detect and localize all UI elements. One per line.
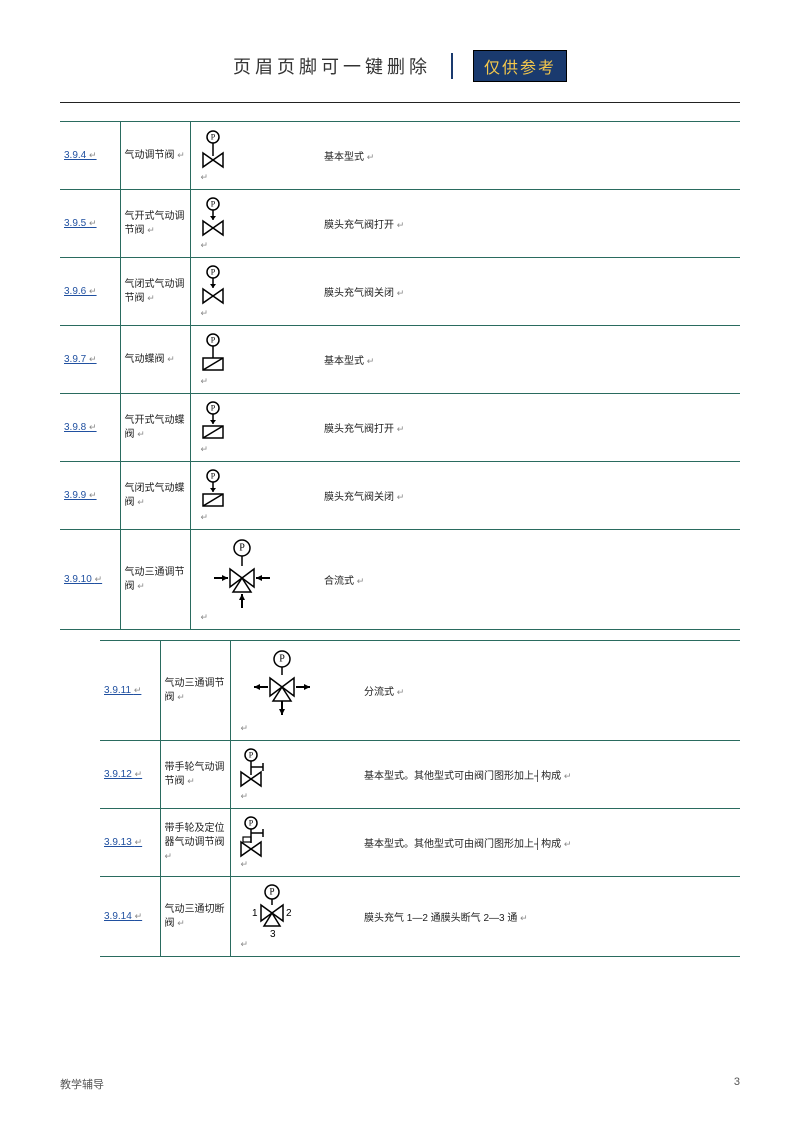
row-desc: 膜头充气阀打开 ↵ <box>320 394 740 462</box>
row-id: 3.9.9 ↵ <box>60 462 120 530</box>
valve-symbol-icon: P <box>197 128 247 172</box>
svg-text:P: P <box>210 268 215 277</box>
valve-table-2: 3.9.11 ↵ 气动三通调节阀 ↵ P ↵ 分流式 ↵ 3.9.12 ↵ 带手… <box>100 640 740 957</box>
table-row: 3.9.4 ↵ 气动调节阀 ↵ P↵ 基本型式 ↵ <box>60 122 740 190</box>
row-symbol: P ↵ <box>190 326 320 394</box>
row-name: 带手轮气动调节阀 ↵ <box>160 741 230 809</box>
valve-symbol-icon: P <box>197 400 247 444</box>
row-symbol: P↵ <box>190 122 320 190</box>
table-row: 3.9.13 ↵ 带手轮及定位器气动调节阀 ↵ P↵ 基本型式。其他型式可由阀门… <box>100 809 740 877</box>
svg-text:P: P <box>210 336 215 345</box>
valve-symbol-icon: P <box>197 468 247 512</box>
row-name: 气闭式气动蝶阀 ↵ <box>120 462 190 530</box>
table-row: 3.9.6 ↵ 气闭式气动调节阀 ↵ P ↵ 膜头充气阀关闭 ↵ <box>60 258 740 326</box>
row-symbol: P↵ <box>230 741 360 809</box>
header-rule <box>60 102 740 103</box>
row-symbol: P ↵ <box>190 530 320 630</box>
row-desc: 膜头充气 1—2 通膜头断气 2—3 通 ↵ <box>360 877 740 957</box>
page-header: 页眉页脚可一键删除 仅供参考 <box>60 50 740 88</box>
svg-text:P: P <box>210 472 215 481</box>
row-symbol: P ↵ <box>190 258 320 326</box>
row-desc: 膜头充气阀关闭 ↵ <box>320 462 740 530</box>
header-divider <box>451 53 453 79</box>
valve-symbol-icon: P 1 23 <box>237 883 307 939</box>
svg-text:3: 3 <box>270 929 276 939</box>
valve-symbol-icon: P <box>197 196 247 240</box>
row-id: 3.9.12 ↵ <box>100 741 160 809</box>
valve-symbol-icon: P <box>197 264 247 308</box>
row-name: 气开式气动蝶阀 ↵ <box>120 394 190 462</box>
valve-symbol-icon: P <box>237 747 287 791</box>
row-name: 气动调节阀 ↵ <box>120 122 190 190</box>
row-desc: 基本型式 ↵ <box>320 122 740 190</box>
row-name: 气开式气动调节阀 ↵ <box>120 190 190 258</box>
svg-text:P: P <box>210 404 215 413</box>
row-desc: 基本型式。其他型式可由阀门图形加上┤构成 ↵ <box>360 809 740 877</box>
row-symbol: P ↵ <box>230 641 360 741</box>
svg-text:P: P <box>279 654 285 665</box>
row-symbol: P123↵ <box>230 877 360 957</box>
svg-text:2: 2 <box>286 908 292 919</box>
row-id: 3.9.13 ↵ <box>100 809 160 877</box>
table-row: 3.9.11 ↵ 气动三通调节阀 ↵ P ↵ 分流式 ↵ <box>100 641 740 741</box>
svg-text:P: P <box>239 543 245 554</box>
row-desc: 基本型式 ↵ <box>320 326 740 394</box>
row-id: 3.9.7 ↵ <box>60 326 120 394</box>
row-symbol: P↵ <box>230 809 360 877</box>
row-name: 气动三通调节阀 ↵ <box>120 530 190 630</box>
valve-symbol-icon: P <box>237 815 287 859</box>
svg-text:P: P <box>210 133 215 142</box>
row-id: 3.9.4 ↵ <box>60 122 120 190</box>
svg-text:P: P <box>248 751 253 760</box>
footer-page: 3 <box>734 1076 740 1092</box>
row-id: 3.9.6 ↵ <box>60 258 120 326</box>
row-id: 3.9.14 ↵ <box>100 877 160 957</box>
row-desc: 合流式 ↵ <box>320 530 740 630</box>
table-row: 3.9.14 ↵ 气动三通切断阀 ↵ P123↵ 膜头充气 1—2 通膜头断气 … <box>100 877 740 957</box>
footer-left: 教学辅导 <box>60 1076 104 1092</box>
row-symbol: P ↵ <box>190 462 320 530</box>
row-desc: 分流式 ↵ <box>360 641 740 741</box>
row-name: 气动三通调节阀 ↵ <box>160 641 230 741</box>
page-footer: 教学辅导 3 <box>60 1076 740 1092</box>
row-name: 气闭式气动调节阀 ↵ <box>120 258 190 326</box>
row-id: 3.9.5 ↵ <box>60 190 120 258</box>
row-desc: 膜头充气阀打开 ↵ <box>320 190 740 258</box>
row-name: 气动三通切断阀 ↵ <box>160 877 230 957</box>
row-symbol: P ↵ <box>190 190 320 258</box>
valve-symbol-icon: P <box>197 536 287 612</box>
header-badge: 仅供参考 <box>473 50 567 82</box>
table-row: 3.9.12 ↵ 带手轮气动调节阀 ↵ P↵ 基本型式。其他型式可由阀门图形加上… <box>100 741 740 809</box>
svg-text:1: 1 <box>252 908 258 919</box>
valve-table-1: 3.9.4 ↵ 气动调节阀 ↵ P↵ 基本型式 ↵ 3.9.5 ↵ 气开式气动调… <box>60 121 740 630</box>
row-name: 带手轮及定位器气动调节阀 ↵ <box>160 809 230 877</box>
header-title: 页眉页脚可一键删除 <box>233 53 431 79</box>
table-row: 3.9.5 ↵ 气开式气动调节阀 ↵ P ↵ 膜头充气阀打开 ↵ <box>60 190 740 258</box>
svg-text:P: P <box>210 200 215 209</box>
row-name: 气动蝶阀 ↵ <box>120 326 190 394</box>
valve-symbol-icon: P <box>237 647 327 723</box>
row-id: 3.9.10 ↵ <box>60 530 120 630</box>
table-row: 3.9.7 ↵ 气动蝶阀 ↵ P ↵ 基本型式 ↵ <box>60 326 740 394</box>
row-symbol: P ↵ <box>190 394 320 462</box>
table-row: 3.9.9 ↵ 气闭式气动蝶阀 ↵ P ↵ 膜头充气阀关闭 ↵ <box>60 462 740 530</box>
row-desc: 基本型式。其他型式可由阀门图形加上┤构成 ↵ <box>360 741 740 809</box>
row-desc: 膜头充气阀关闭 ↵ <box>320 258 740 326</box>
table-row: 3.9.10 ↵ 气动三通调节阀 ↵ P ↵ 合流式 ↵ <box>60 530 740 630</box>
table-row: 3.9.8 ↵ 气开式气动蝶阀 ↵ P ↵ 膜头充气阀打开 ↵ <box>60 394 740 462</box>
valve-symbol-icon: P <box>197 332 247 376</box>
svg-text:P: P <box>248 819 253 828</box>
row-id: 3.9.8 ↵ <box>60 394 120 462</box>
svg-text:P: P <box>269 887 274 897</box>
row-id: 3.9.11 ↵ <box>100 641 160 741</box>
